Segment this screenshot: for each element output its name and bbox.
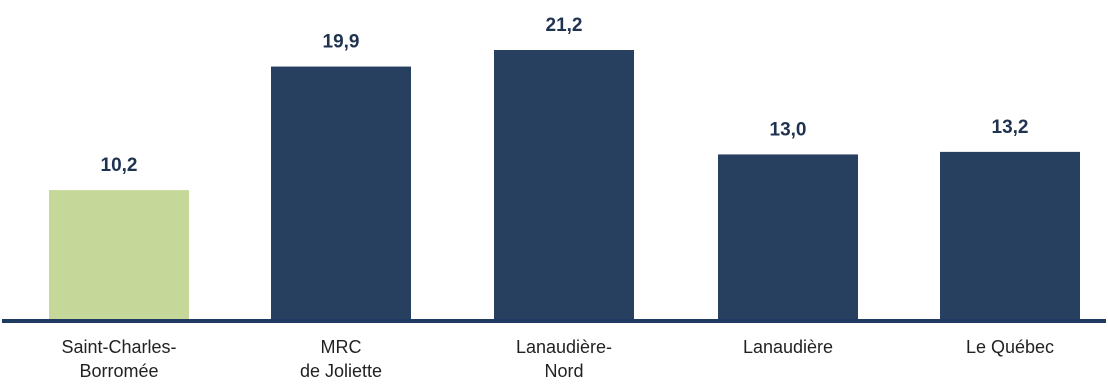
category-label-2-line-1: MRC: [321, 337, 362, 357]
value-label-3: 21,2: [546, 15, 583, 36]
x-axis-line: [2, 319, 1106, 323]
value-label-1: 10,2: [101, 155, 138, 176]
value-label-2: 19,9: [323, 32, 360, 53]
category-label-3-line-1: Lanaudière-: [516, 337, 612, 357]
bar-1: [49, 190, 189, 320]
category-label-2-line-2: de Joliette: [300, 361, 382, 381]
bar-5: [940, 151, 1080, 320]
category-label-3-line-2: Nord: [544, 361, 583, 381]
category-label-1-line-2: Borromée: [79, 361, 158, 381]
category-label-4: Lanaudière: [743, 337, 833, 357]
value-label-4: 13,0: [770, 119, 807, 140]
category-label-5: Le Québec: [966, 337, 1054, 357]
bar-2: [271, 66, 411, 320]
value-label-5: 13,2: [992, 117, 1029, 138]
bar-3: [494, 50, 634, 320]
bar-4: [718, 154, 858, 320]
category-label-1-line-1: Saint-Charles-: [61, 337, 176, 357]
